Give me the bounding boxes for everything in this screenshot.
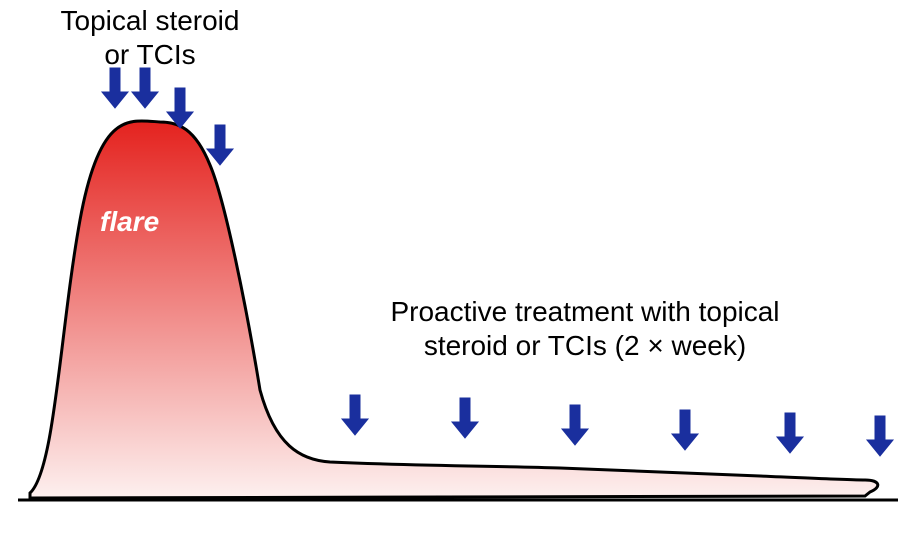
arrow-icon xyxy=(777,413,803,453)
top-label: Topical steroid or TCIs xyxy=(40,4,260,71)
proactive-label: Proactive treatment with topical steroid… xyxy=(310,295,860,362)
diagram-container: Topical steroid or TCIs flare Proactive … xyxy=(0,0,915,543)
arrow-icon xyxy=(132,68,158,108)
diagram-svg xyxy=(0,0,915,543)
arrow-icon xyxy=(102,68,128,108)
flare-label: flare xyxy=(100,206,159,238)
arrow-icon xyxy=(342,395,368,435)
flare-label-text: flare xyxy=(100,206,159,237)
arrow-icon xyxy=(672,410,698,450)
arrow-icon xyxy=(207,125,233,165)
proactive-label-line1: Proactive treatment with topical xyxy=(390,296,779,327)
arrow-icon xyxy=(867,416,893,456)
proactive-label-line2: steroid or TCIs (2 × week) xyxy=(424,330,746,361)
top-label-line2: or TCIs xyxy=(104,39,195,70)
top-label-line1: Topical steroid xyxy=(61,5,240,36)
arrow-icon xyxy=(562,405,588,445)
arrow-icon xyxy=(452,398,478,438)
